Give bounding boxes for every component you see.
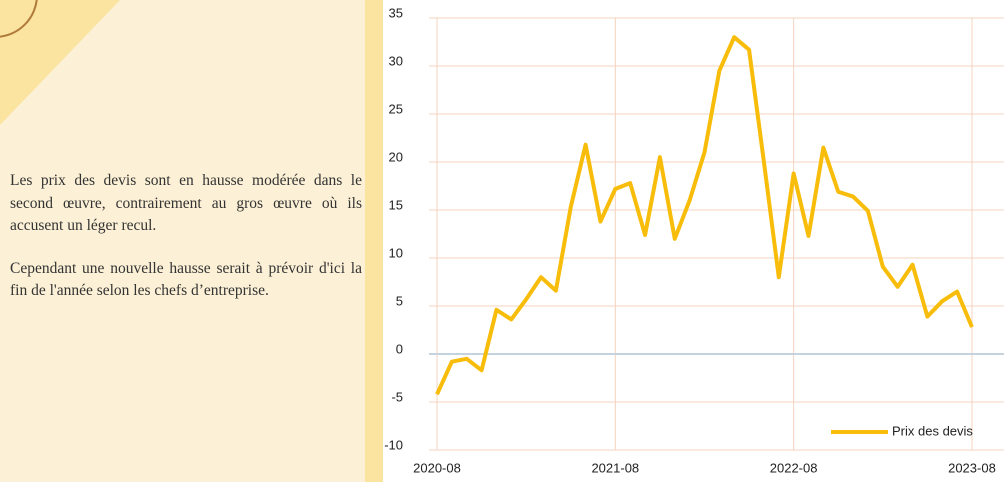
y-tick-label: 15	[389, 197, 403, 212]
y-tick-label: 5	[396, 293, 403, 308]
text-block: Les prix des devis sont en hausse modéré…	[10, 170, 362, 323]
y-tick-label: -10	[384, 437, 403, 452]
decoration	[0, 0, 130, 130]
x-tick-label: 2023-08	[948, 460, 996, 475]
paragraph: Cependant une nouvelle hausse serait à p…	[10, 258, 362, 303]
chart-background	[383, 0, 1004, 482]
y-tick-label: 20	[389, 149, 403, 164]
y-tick-label: 30	[389, 53, 403, 68]
paragraph: Les prix des devis sont en hausse modéré…	[10, 170, 362, 238]
decor-circle	[0, 0, 37, 37]
x-tick-label: 2022-08	[770, 460, 818, 475]
y-tick-label: 25	[389, 101, 403, 116]
y-tick-label: 0	[396, 341, 403, 356]
y-tick-label: 35	[389, 5, 403, 20]
x-tick-label: 2021-08	[591, 460, 639, 475]
slide: Les prix des devis sont en hausse modéré…	[0, 0, 1004, 482]
legend-label: Prix des devis	[892, 423, 973, 438]
chart: -10 -5 0 5 10 15 20 25 30 35 2020-08 2021-08 2022-08…	[383, 0, 1004, 482]
y-tick-label: -5	[391, 389, 403, 404]
x-tick-label: 2020-08	[413, 460, 461, 475]
y-tick-label: 10	[389, 245, 403, 260]
